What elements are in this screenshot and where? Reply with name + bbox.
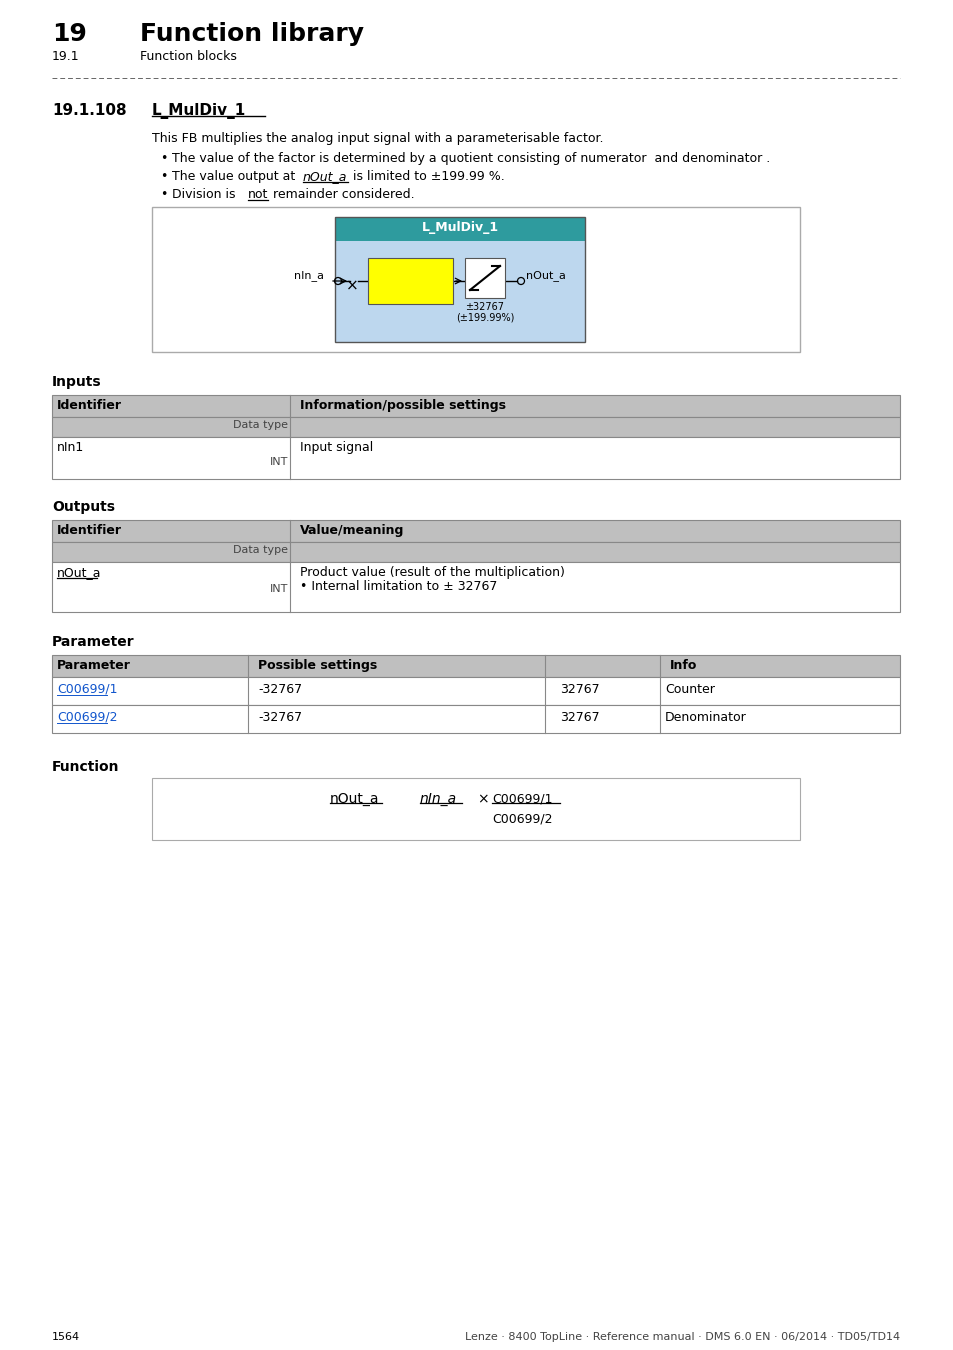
Text: Possible settings: Possible settings [257, 659, 376, 672]
Text: nIn_a: nIn_a [419, 792, 456, 806]
Bar [368, 258, 453, 304]
Text: C00699/2: C00699/2 [387, 288, 434, 297]
Text: 1564: 1564 [52, 1332, 80, 1342]
Bar [335, 217, 584, 342]
Bar [52, 396, 899, 417]
Text: remainder considered.: remainder considered. [269, 188, 415, 201]
Text: Outputs: Outputs [52, 500, 115, 514]
Text: 19: 19 [52, 22, 87, 46]
Text: •: • [160, 153, 167, 165]
Text: INT: INT [270, 585, 288, 594]
Text: Denominator: Denominator [664, 711, 746, 724]
Text: •: • [160, 170, 167, 184]
Bar [52, 705, 899, 733]
Text: 19.1.108: 19.1.108 [52, 103, 127, 117]
Text: C00699/2: C00699/2 [492, 811, 552, 825]
Text: Counter: Counter [664, 683, 714, 697]
Text: ×: × [345, 278, 358, 293]
Bar [152, 207, 800, 352]
Text: C00699/2: C00699/2 [57, 711, 117, 724]
Text: ×: × [476, 792, 488, 806]
Text: Identifier: Identifier [57, 400, 122, 412]
Text: nOut_a: nOut_a [330, 792, 379, 806]
Text: Information/possible settings: Information/possible settings [299, 400, 505, 412]
Bar [52, 541, 899, 562]
Text: nOut_a: nOut_a [525, 270, 565, 281]
Text: 32767: 32767 [559, 683, 599, 697]
Text: C00699/1: C00699/1 [387, 262, 434, 271]
Text: -32767: -32767 [257, 711, 302, 724]
Bar [52, 655, 899, 676]
Text: Parameter: Parameter [52, 634, 134, 649]
Text: The value output at: The value output at [172, 170, 299, 184]
Text: Data type: Data type [233, 545, 288, 555]
Bar [464, 258, 504, 298]
Text: 32767: 32767 [559, 711, 599, 724]
Bar [335, 217, 584, 242]
Bar [52, 676, 899, 705]
Text: Function library: Function library [140, 22, 364, 46]
Bar [335, 242, 584, 342]
Text: L_MulDiv_1: L_MulDiv_1 [152, 103, 246, 119]
Text: (±199.99%): (±199.99%) [456, 312, 514, 323]
Text: Lenze · 8400 TopLine · Reference manual · DMS 6.0 EN · 06/2014 · TD05/TD14: Lenze · 8400 TopLine · Reference manual … [464, 1332, 899, 1342]
Text: 19.1: 19.1 [52, 50, 79, 63]
Text: C00699/1: C00699/1 [57, 683, 117, 697]
Text: Division is: Division is [172, 188, 239, 201]
Text: Identifier: Identifier [57, 524, 122, 537]
Text: nIn_a: nIn_a [294, 270, 324, 281]
Text: Input signal: Input signal [299, 441, 373, 454]
Text: Info: Info [669, 659, 697, 672]
Text: INT: INT [270, 458, 288, 467]
Text: Parameter: Parameter [57, 659, 131, 672]
Text: -32767: -32767 [257, 683, 302, 697]
Text: Product value (result of the multiplication): Product value (result of the multiplicat… [299, 566, 564, 579]
Bar [52, 417, 899, 437]
Text: nIn1: nIn1 [57, 441, 84, 454]
Text: Function: Function [52, 760, 119, 774]
Text: L_MulDiv_1: L_MulDiv_1 [421, 221, 498, 234]
Bar [52, 562, 899, 612]
Bar [52, 520, 899, 541]
Text: •: • [160, 188, 167, 201]
Text: C00699/1: C00699/1 [492, 792, 552, 805]
Bar [152, 778, 800, 840]
Text: Data type: Data type [233, 420, 288, 431]
Text: • Internal limitation to ± 32767: • Internal limitation to ± 32767 [299, 580, 497, 593]
Text: is limited to ±199.99 %.: is limited to ±199.99 %. [349, 170, 504, 184]
Text: This FB multiplies the analog input signal with a parameterisable factor.: This FB multiplies the analog input sign… [152, 132, 603, 144]
Text: Value/meaning: Value/meaning [299, 524, 404, 537]
Text: ±32767: ±32767 [465, 302, 504, 312]
Text: nOut_a: nOut_a [57, 566, 101, 579]
Text: nOut_a: nOut_a [303, 170, 347, 184]
Text: Inputs: Inputs [52, 375, 102, 389]
Text: not: not [248, 188, 268, 201]
Bar [52, 437, 899, 479]
Text: Function blocks: Function blocks [140, 50, 236, 63]
Text: The value of the factor is determined by a quotient consisting of numerator  and: The value of the factor is determined by… [172, 153, 769, 165]
